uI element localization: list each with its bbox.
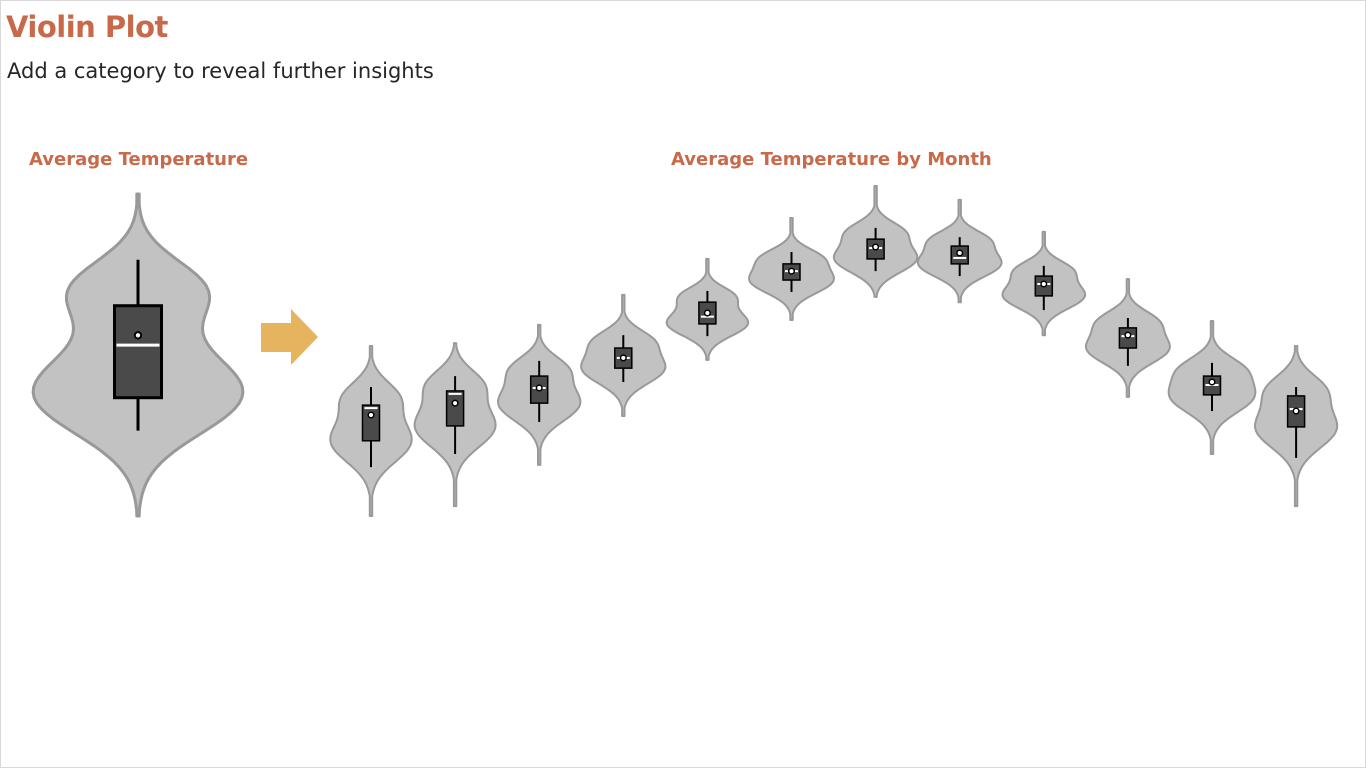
month-violin-6 [832,185,919,298]
month-violin-2 [497,323,582,466]
month-mean-point-3 [619,354,627,362]
month-box-1 [445,390,465,427]
month-violin-10 [1167,319,1257,455]
month-mean-point-8 [1040,280,1048,288]
month-mean-point-11 [1292,407,1300,415]
month-mean-point-0 [367,411,375,419]
month-mean-point-4 [703,309,711,317]
overall-box-0 [113,304,163,400]
monthly-chart-title: Average Temperature by Month [671,149,992,170]
month-violin-3 [580,293,667,418]
month-violin-9 [1084,278,1171,398]
page-subtitle: Add a category to reveal further insight… [7,59,434,83]
overall-chart-title: Average Temperature [29,149,249,170]
overall-mean-point-0 [133,331,143,340]
month-violin-0 [329,345,413,517]
month-mean-point-6 [872,243,880,251]
month-mean-point-1 [451,399,459,407]
month-mean-point-2 [535,384,543,392]
month-mean-point-5 [787,267,796,275]
month-mean-point-9 [1124,331,1132,339]
month-mean-point-10 [1208,378,1216,386]
page-title: Violin Plot [6,10,168,44]
overall-violin-0 [31,192,245,518]
month-violin-8 [1001,230,1087,337]
month-violin-11 [1254,345,1339,508]
month-violin-4 [665,257,750,361]
month-violin-5 [748,217,835,321]
right-arrow-icon [261,309,318,365]
month-box-0 [361,404,381,442]
overall-violin-chart [31,192,245,518]
month-violin-7 [916,198,1003,304]
month-mean-point-7 [956,249,964,257]
month-violin-1 [413,342,497,508]
monthly-violin-chart [329,185,1339,517]
